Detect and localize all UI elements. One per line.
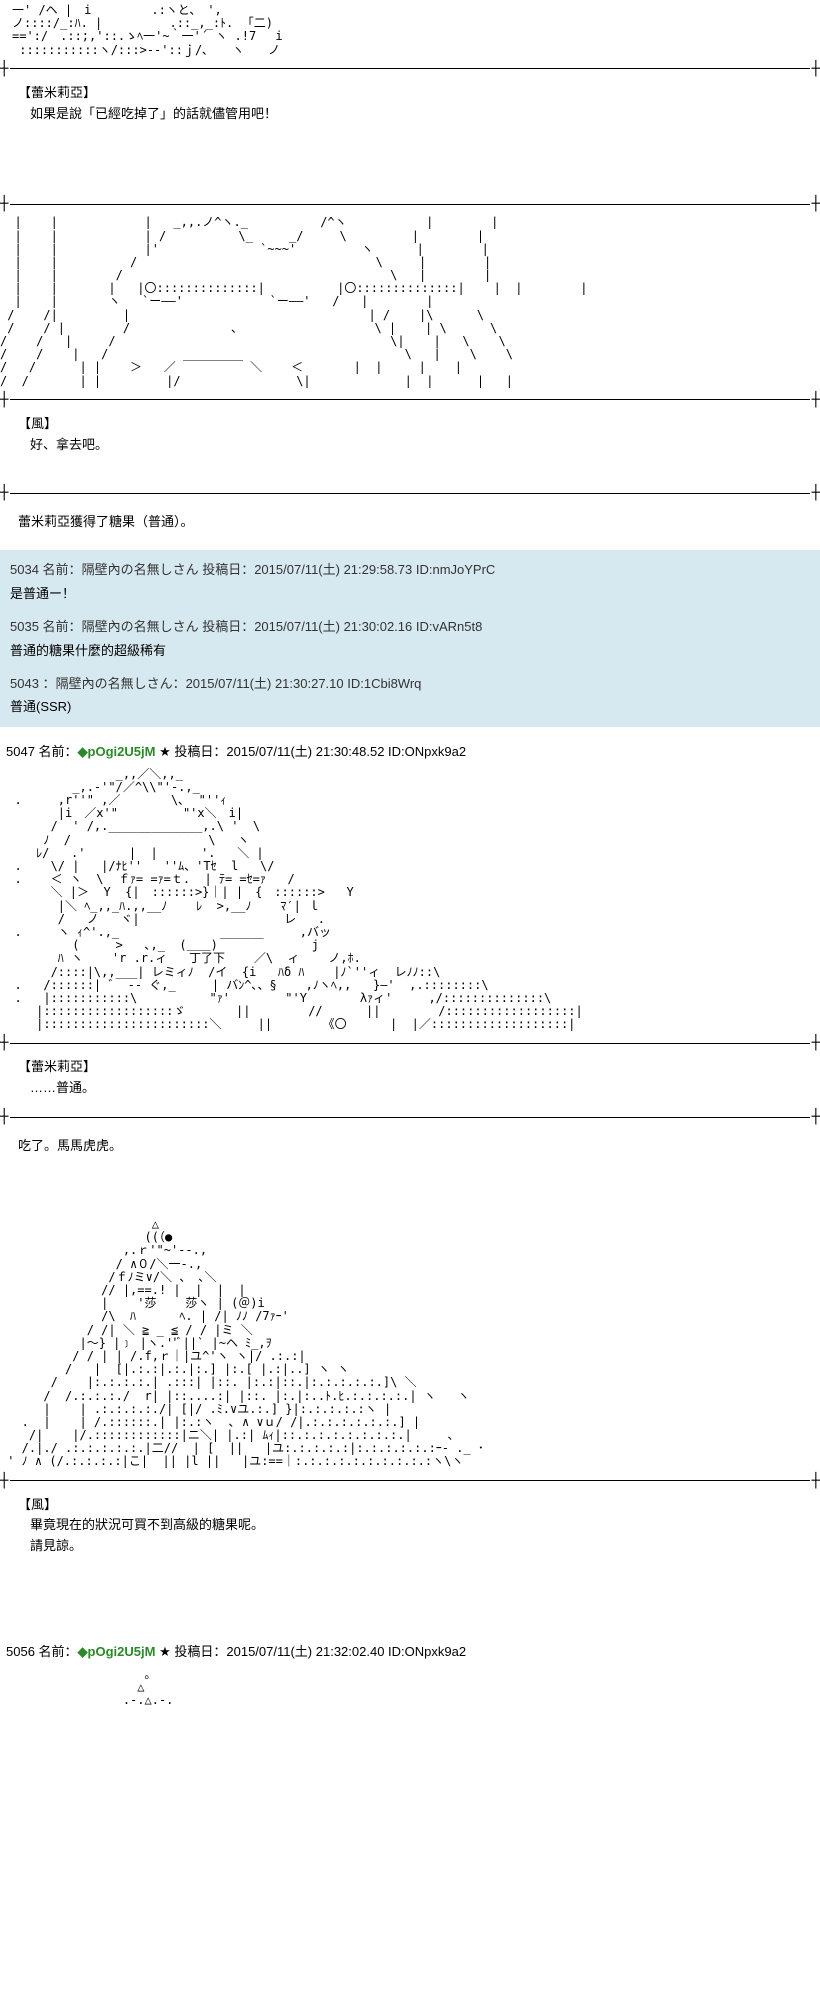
ascii-art-remilia: _,,／＼,,_ _,.-'"/／^\\"'-.,_ . ,r''" ,／ \､…: [0, 768, 820, 1032]
comment-body: 普通(SSR): [10, 699, 71, 714]
comment-body: 普通的糖果什麼的超級稀有: [10, 643, 166, 658]
dialogue-block: 【風】 畢竟現在的狀況可買不到高級的糖果呢。 請見諒。: [18, 1495, 820, 1557]
dialogue-text: 如果是說「已經吃掉了」的話就儘管用吧！: [30, 104, 820, 125]
comment-section: 5034 名前：隔壁內の名無しさん 投稿日：2015/07/11(土) 21:2…: [0, 550, 820, 726]
comment-row: 5034 名前：隔壁內の名無しさん 投稿日：2015/07/11(土) 21:2…: [10, 558, 810, 605]
divider: ┼┼: [0, 485, 820, 501]
star-icon: ★: [159, 1644, 171, 1659]
divider: ┼┼: [0, 1035, 820, 1051]
dialogue-block: 【蕾米莉亞】 如果是說「已經吃掉了」的話就儘管用吧！: [18, 83, 820, 125]
divider: ┼┼: [0, 392, 820, 408]
ascii-art-bottom: ｡ △ .-.△.-.: [0, 1668, 820, 1708]
divider: ┼┼: [0, 61, 820, 77]
ascii-art-face: | | | _,,.ノ^ヽ._ /^ヽ | | | | | / \_ _/ \ …: [0, 216, 820, 387]
tripcode: ◆pOgi2U5jM: [78, 1644, 156, 1659]
ascii-art-fuu: △ ((（● ,.ｒ'"~'‐-., / ∧０/＼一-., /ｆﾉミ∨/＼ 、 …: [0, 1218, 820, 1469]
star-icon: ★: [159, 744, 171, 759]
result-text: 蕾米莉亞獲得了糖果（普通）。: [18, 511, 820, 530]
dialogue-text: 請見諒。: [30, 1536, 820, 1557]
comment-row: 5043 ：隔壁內の名無しさん：2015/07/11(土) 21:30:27.1…: [10, 672, 810, 719]
comment-row: 5035 名前：隔壁內の名無しさん 投稿日：2015/07/11(土) 21:3…: [10, 615, 810, 662]
dialogue-block: 【風】 好、拿去吧。: [18, 414, 820, 456]
character-name: 【風】: [18, 1495, 820, 1516]
dialogue-text: 畢竟現在的狀況可買不到高級的糖果呢。: [30, 1515, 820, 1536]
tripcode: ◆pOgi2U5jM: [78, 744, 156, 759]
character-name: 【蕾米莉亞】: [18, 1057, 820, 1078]
character-name: 【蕾米莉亞】: [18, 83, 820, 104]
divider: ┼┼: [0, 196, 820, 212]
post-header: 5047 名前：◆pOgi2U5jM ★ 投稿日：2015/07/11(土) 2…: [6, 741, 820, 760]
ascii-art-top: 一' /ヘ | i .:ヽと、 ', ノ::::/_:ﾊ. | .::_,_:ﾄ…: [0, 4, 820, 57]
dialogue-text: 好、拿去吧。: [30, 435, 820, 456]
dialogue-block: 【蕾米莉亞】 ……普通。: [18, 1057, 820, 1099]
character-name: 【風】: [18, 414, 820, 435]
dialogue-text: ……普通。: [30, 1078, 820, 1099]
post-header: 5056 名前：◆pOgi2U5jM ★ 投稿日：2015/07/11(土) 2…: [6, 1641, 820, 1660]
divider: ┼┼: [0, 1109, 820, 1125]
divider: ┼┼: [0, 1473, 820, 1489]
narration-text: 吃了。馬馬虎虎。: [18, 1135, 820, 1154]
comment-body: 是普通ー！: [10, 586, 75, 601]
